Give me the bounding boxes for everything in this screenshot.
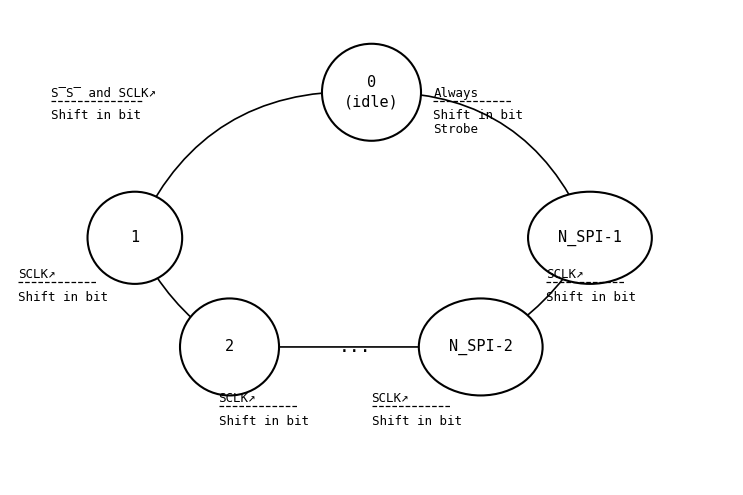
Text: ...: ... [339, 338, 372, 356]
Text: Shift in bit: Shift in bit [546, 291, 636, 304]
Text: Always: Always [433, 87, 478, 99]
Text: N_SPI-1: N_SPI-1 [558, 230, 622, 246]
Text: SCLK↗: SCLK↗ [218, 392, 256, 405]
Text: Shift in bit: Shift in bit [51, 109, 141, 122]
Text: Shift in bit: Shift in bit [19, 291, 108, 304]
Text: 1: 1 [130, 230, 140, 246]
Text: S̅S̅ and SCLK↗: S̅S̅ and SCLK↗ [51, 87, 156, 99]
Ellipse shape [528, 192, 652, 284]
Text: Strobe: Strobe [433, 123, 478, 136]
Text: SCLK↗: SCLK↗ [546, 268, 584, 282]
Text: SCLK↗: SCLK↗ [372, 392, 409, 405]
Text: 0
(idle): 0 (idle) [344, 75, 399, 109]
Text: Shift in bit: Shift in bit [218, 415, 308, 428]
Ellipse shape [419, 298, 542, 396]
Ellipse shape [180, 298, 279, 396]
Text: Shift in bit: Shift in bit [433, 109, 523, 122]
Text: 2: 2 [225, 340, 234, 354]
Ellipse shape [88, 192, 182, 284]
Text: SCLK↗: SCLK↗ [19, 268, 56, 282]
Text: Shift in bit: Shift in bit [372, 415, 461, 428]
Ellipse shape [322, 44, 421, 141]
Text: N_SPI-2: N_SPI-2 [449, 339, 513, 355]
